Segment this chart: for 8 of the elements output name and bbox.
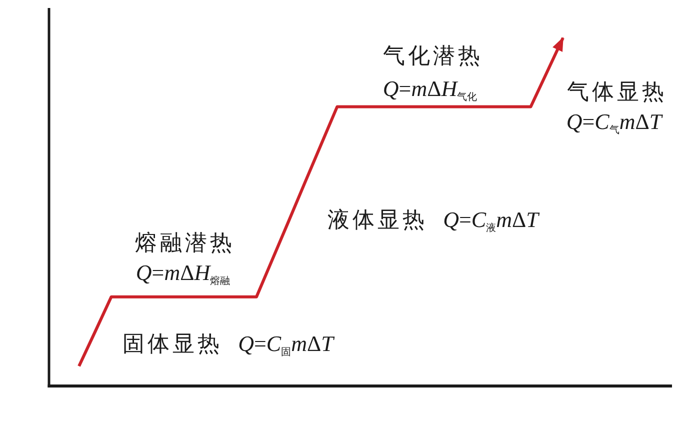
annotation: 液体显热 Q=C$_{液}$mΔT [328,206,538,234]
annotation: 固体显热 Q=C$_{固}$mΔT [122,330,334,358]
annotation: Q=C$_{气}$mΔT [566,108,662,136]
annotation: Q=mΔH$_{气化}$ [382,76,478,103]
annotation: 气化潜热 [383,44,483,69]
annotation: Q=mΔH$_{熔融}$ [136,260,230,287]
annotation: 熔融潜热 [135,230,235,256]
annotation: 气体显热 [567,80,667,105]
